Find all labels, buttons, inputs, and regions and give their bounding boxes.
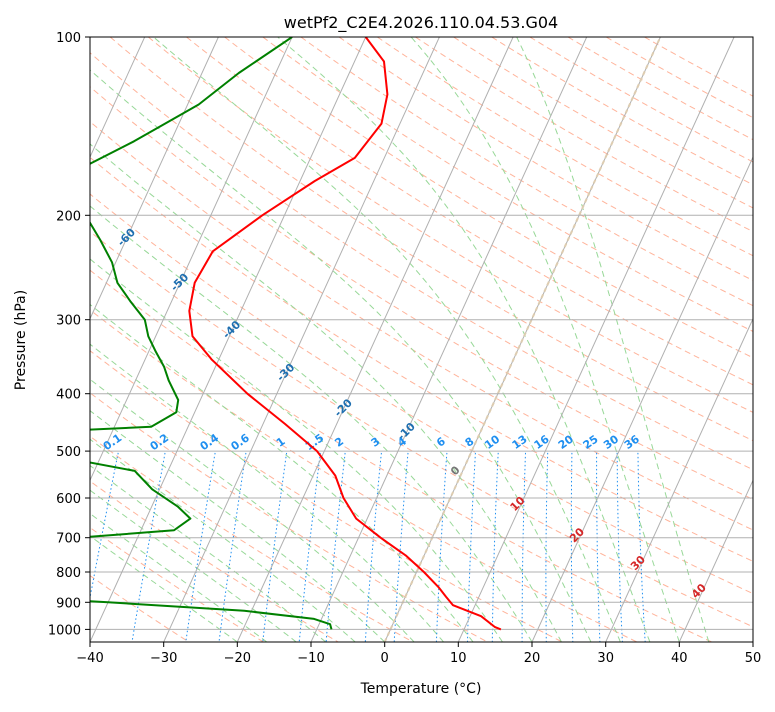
x-tick-label: 10 bbox=[450, 651, 467, 666]
x-tick-label: −40 bbox=[76, 651, 103, 666]
y-tick-label: 300 bbox=[56, 314, 81, 329]
y-tick-label: 600 bbox=[56, 492, 81, 507]
plot-area bbox=[90, 37, 753, 642]
x-tick-label: −10 bbox=[297, 651, 324, 666]
y-tick-label: 800 bbox=[56, 566, 81, 581]
y-tick-label: 700 bbox=[56, 532, 81, 547]
chart-title: wetPf2_C2E4.2026.110.04.53.G04 bbox=[284, 13, 558, 33]
y-tick-label: 100 bbox=[56, 31, 81, 46]
y-tick-label: 900 bbox=[56, 596, 81, 611]
y-tick-label: 500 bbox=[56, 445, 81, 460]
x-tick-label: 20 bbox=[524, 651, 541, 666]
y-tick-label: 400 bbox=[56, 388, 81, 403]
x-tick-label: 50 bbox=[745, 651, 762, 666]
x-tick-label: −30 bbox=[150, 651, 177, 666]
x-tick-label: 40 bbox=[671, 651, 688, 666]
x-tick-label: 0 bbox=[381, 651, 389, 666]
x-tick-label: 30 bbox=[597, 651, 614, 666]
x-tick-label: −20 bbox=[224, 651, 251, 666]
x-axis-label: Temperature (°C) bbox=[360, 681, 482, 697]
y-axis-label: Pressure (hPa) bbox=[13, 290, 29, 390]
y-tick-label: 200 bbox=[56, 209, 81, 224]
y-tick-label: 1000 bbox=[48, 623, 81, 638]
